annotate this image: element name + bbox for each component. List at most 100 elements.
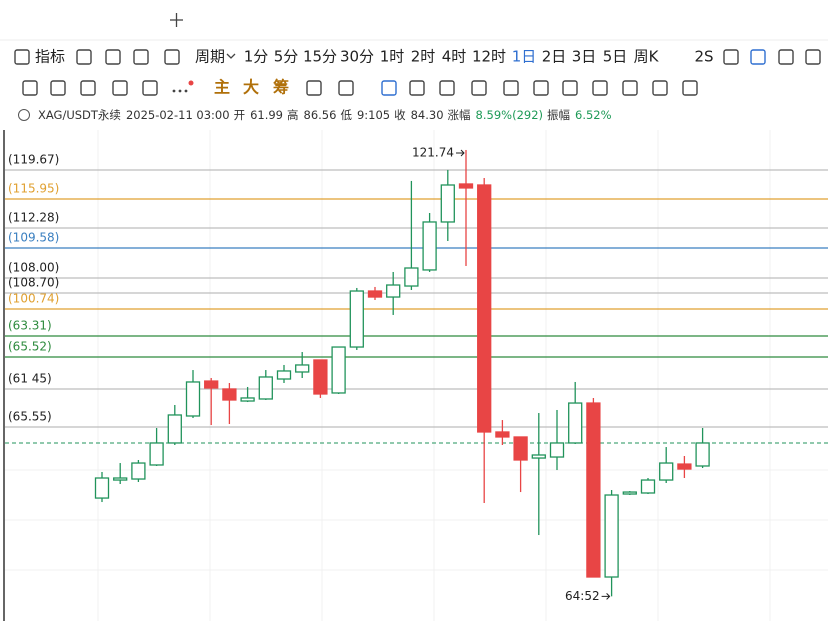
candle-body <box>258 376 273 400</box>
toolbar-icon[interactable] <box>164 49 180 65</box>
toolbar-icon[interactable] <box>409 80 425 96</box>
annotation-arrow <box>601 592 611 600</box>
candle-body <box>695 442 710 467</box>
toolbar-icon[interactable] <box>133 49 149 65</box>
candle-body <box>422 221 437 271</box>
toolbar-icon[interactable] <box>533 80 549 96</box>
info-item: 9:105 <box>357 108 390 122</box>
candle-body <box>531 454 546 459</box>
period-button[interactable]: 3日 <box>572 48 597 66</box>
info-item: 2025-02-11 03:00 <box>126 108 230 122</box>
toolbar-icon[interactable] <box>622 80 638 96</box>
candle-body <box>222 388 237 401</box>
chevron-icon[interactable] <box>226 53 236 59</box>
more-dot[interactable] <box>184 89 188 93</box>
price-level-label: (61 45) <box>8 372 52 386</box>
price-level-label: (109.58) <box>8 231 59 245</box>
toolbar-icon[interactable] <box>682 80 698 96</box>
period-button[interactable]: 30分 <box>340 48 374 66</box>
toolbar-icon[interactable] <box>723 49 739 65</box>
indicator-button[interactable]: 筹 <box>273 78 289 97</box>
candle-body <box>440 184 455 223</box>
toolbar-icon[interactable] <box>750 49 766 65</box>
toolbar-icon[interactable] <box>14 49 30 65</box>
candle-body <box>94 477 110 499</box>
period-button[interactable]: 1日 <box>512 48 537 66</box>
candle-body <box>513 436 528 461</box>
candle-body <box>204 380 219 389</box>
candle-body <box>185 381 201 417</box>
more-dot[interactable] <box>178 89 182 93</box>
candle-body <box>659 462 674 481</box>
candle-body <box>568 402 583 444</box>
info-item: 86.56 <box>304 108 337 122</box>
collapse-icon[interactable] <box>18 109 30 121</box>
max-annotation: 121.74 <box>412 145 454 159</box>
period-button[interactable]: 2时 <box>411 48 436 66</box>
toolbar-icon[interactable] <box>471 80 487 96</box>
info-item: 84.30 <box>411 108 444 122</box>
period-button[interactable]: 4时 <box>442 48 467 66</box>
info-item: XAG/USDT永续 <box>38 108 121 122</box>
indicator-button[interactable]: 主 <box>214 78 230 97</box>
period-button[interactable]: 指标 <box>35 48 65 66</box>
candle-body <box>313 359 328 395</box>
candle-body <box>386 284 401 298</box>
info-item: 61.99 <box>250 108 283 122</box>
toolbar-icon[interactable] <box>439 80 455 96</box>
indicator-button[interactable]: 大 <box>243 78 259 97</box>
period-button[interactable]: 5分 <box>274 48 299 66</box>
toolbar-icon[interactable] <box>50 80 66 96</box>
toolbar-icon[interactable] <box>652 80 668 96</box>
period-button[interactable]: 1时 <box>380 48 405 66</box>
toolbar-icon[interactable] <box>22 80 38 96</box>
info-item: 8.59%(292) <box>476 108 543 122</box>
period-button[interactable]: 2S <box>694 48 713 66</box>
price-level-label: (119.67) <box>8 153 59 167</box>
ohlc-info: XAG/USDT永续 2025-02-11 03:00 开 61.99 高 86.56 低 9… <box>38 108 612 122</box>
candle-body <box>349 290 364 348</box>
info-item: 低 <box>340 108 352 122</box>
toolbar-icon[interactable] <box>592 80 608 96</box>
toolbar-icon[interactable] <box>381 80 397 96</box>
more-dot[interactable] <box>172 89 176 93</box>
toolbar-icon[interactable] <box>503 80 519 96</box>
candle-body <box>477 184 492 433</box>
candle-body <box>240 397 255 402</box>
price-level-label: (115.95) <box>8 182 59 196</box>
toolbar-icon[interactable] <box>805 49 821 65</box>
candle-body <box>404 267 419 287</box>
candle-body <box>149 442 164 466</box>
period-button[interactable]: 周期 <box>195 48 225 66</box>
toolbar-icon[interactable] <box>76 49 92 65</box>
annotation-arrow <box>456 149 465 157</box>
price-level-label: (65.55) <box>8 410 52 424</box>
toolbar-icon[interactable] <box>142 80 158 96</box>
toolbar-icon[interactable] <box>80 80 96 96</box>
period-button[interactable]: 1分 <box>244 48 269 66</box>
candle-body <box>549 442 565 458</box>
period-button[interactable]: 2日 <box>542 48 567 66</box>
candle-body <box>295 364 310 373</box>
candle-body <box>331 346 346 394</box>
candle-body <box>458 183 474 189</box>
toolbar-icon[interactable] <box>338 80 354 96</box>
price-level-label: (65.52) <box>8 340 52 354</box>
candle-body <box>622 491 637 495</box>
period-button[interactable]: 周K <box>634 48 660 66</box>
toolbar-icon[interactable] <box>105 49 121 65</box>
candle-body <box>640 479 656 494</box>
period-button[interactable]: 12时 <box>472 48 506 66</box>
toolbar-icon[interactable] <box>112 80 128 96</box>
candle-body <box>131 462 146 480</box>
period-button[interactable]: 15分 <box>303 48 337 66</box>
price-level-label: (63.31) <box>8 319 52 333</box>
info-item: 振幅 <box>547 108 570 122</box>
info-item: 涨幅 <box>448 108 471 122</box>
toolbar-icon[interactable] <box>562 80 578 96</box>
price-level-label: (100.74) <box>8 292 59 306</box>
period-button[interactable]: 5日 <box>603 48 628 66</box>
toolbar-icon[interactable] <box>778 49 794 65</box>
toolbar-icon[interactable] <box>306 80 322 96</box>
